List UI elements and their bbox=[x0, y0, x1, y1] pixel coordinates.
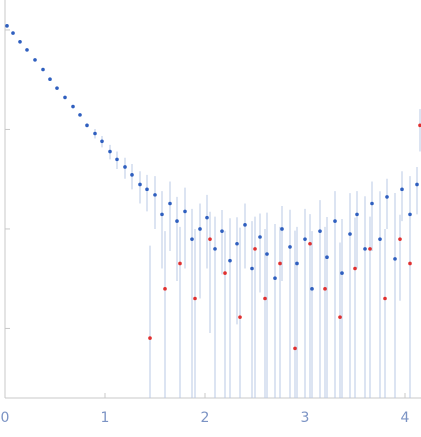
data-point bbox=[205, 215, 209, 220]
data-point bbox=[223, 271, 227, 275]
data-point bbox=[48, 77, 52, 81]
data-point bbox=[363, 247, 367, 251]
data-point bbox=[93, 131, 97, 136]
data-point bbox=[130, 173, 134, 177]
data-point bbox=[160, 212, 164, 217]
data-point bbox=[288, 245, 292, 249]
x-tick-label: 1 bbox=[101, 410, 110, 426]
data-point bbox=[408, 212, 412, 217]
data-point bbox=[383, 296, 387, 301]
data-point bbox=[18, 40, 22, 44]
data-point bbox=[293, 346, 297, 351]
x-tick-label: 3 bbox=[301, 410, 310, 426]
x-tick-label: 2 bbox=[201, 410, 210, 426]
data-point bbox=[378, 237, 382, 241]
data-point bbox=[33, 58, 37, 62]
data-point bbox=[123, 165, 127, 169]
data-point bbox=[385, 195, 389, 199]
data-point bbox=[250, 266, 254, 271]
data-point bbox=[138, 182, 142, 187]
data-point bbox=[368, 247, 372, 251]
data-point bbox=[418, 123, 421, 128]
data-point bbox=[308, 241, 312, 246]
data-point bbox=[213, 247, 217, 251]
data-point bbox=[183, 209, 187, 214]
data-point bbox=[398, 237, 402, 241]
data-point bbox=[355, 212, 359, 217]
data-point bbox=[265, 252, 269, 256]
data-point bbox=[253, 247, 257, 251]
data-point bbox=[108, 149, 112, 154]
data-point bbox=[153, 193, 157, 197]
data-point bbox=[353, 266, 357, 271]
data-point bbox=[318, 229, 322, 233]
data-point bbox=[5, 24, 9, 28]
data-point bbox=[243, 223, 247, 227]
data-point bbox=[278, 261, 282, 266]
data-point bbox=[198, 227, 202, 231]
data-point bbox=[370, 201, 374, 206]
data-point bbox=[55, 86, 59, 90]
data-point bbox=[11, 31, 15, 35]
data-point bbox=[325, 255, 329, 260]
data-point bbox=[208, 237, 212, 241]
data-point bbox=[273, 276, 277, 280]
data-point bbox=[415, 182, 419, 187]
data-point bbox=[228, 258, 232, 263]
data-point bbox=[303, 237, 307, 241]
data-point bbox=[220, 229, 224, 233]
data-point bbox=[238, 315, 242, 319]
data-point bbox=[190, 237, 194, 241]
data-point bbox=[235, 241, 239, 246]
data-point bbox=[145, 187, 149, 192]
data-point bbox=[115, 157, 119, 162]
data-point bbox=[263, 296, 267, 301]
data-point bbox=[340, 271, 344, 275]
data-point bbox=[258, 235, 262, 239]
data-point bbox=[175, 219, 179, 223]
data-point bbox=[178, 261, 182, 266]
data-point bbox=[78, 113, 82, 117]
data-point bbox=[163, 287, 167, 291]
data-point bbox=[280, 227, 284, 231]
data-point bbox=[25, 48, 29, 52]
data-point bbox=[100, 139, 104, 144]
data-point bbox=[310, 287, 314, 291]
x-tick-label: 0 bbox=[1, 410, 10, 426]
data-point bbox=[71, 104, 75, 109]
data-point bbox=[393, 257, 397, 261]
data-point bbox=[323, 287, 327, 291]
data-point bbox=[333, 219, 337, 223]
data-point bbox=[408, 261, 412, 266]
data-point bbox=[41, 67, 45, 72]
data-point bbox=[295, 261, 299, 266]
data-point bbox=[348, 232, 352, 236]
data-point bbox=[85, 123, 89, 128]
data-point bbox=[338, 315, 342, 319]
x-tick-label: 4 bbox=[401, 410, 410, 426]
data-point bbox=[168, 201, 172, 206]
data-point bbox=[193, 296, 197, 301]
data-point bbox=[400, 187, 404, 192]
data-point bbox=[63, 95, 67, 100]
data-point bbox=[148, 336, 152, 340]
